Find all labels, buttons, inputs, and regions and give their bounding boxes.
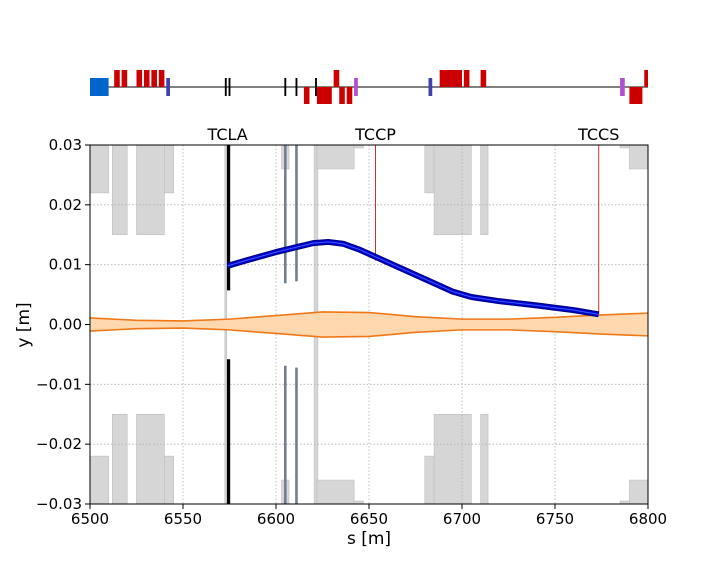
lattice-element [143,70,150,87]
x-tick-label: 6550 [164,510,202,528]
lattice-element [428,78,433,96]
lattice-element [315,78,317,96]
aperture-region-upper [433,144,472,236]
lattice-element [463,70,470,87]
lattice-element [480,70,487,87]
y-tick-label: −0.02 [36,435,82,453]
lattice-element [354,78,358,96]
aperture-region-upper [164,144,174,194]
aperture-region-upper [316,144,355,170]
aperture-region-upper [424,144,435,194]
aperture-region-lower [164,455,174,505]
aperture-region-lower [89,455,109,505]
beam-envelope-fill [90,311,648,338]
aperture-region-upper [313,144,319,325]
collimator-labels: TCLA TCCP TCCS [207,125,620,144]
y-tick-label: −0.03 [36,495,82,513]
collimator-label: TCCS [577,125,619,144]
collimator-label: TCLA [207,125,248,144]
aperture-region-lower [424,455,435,505]
lattice-element [295,78,298,96]
lattice-strip [90,70,648,104]
beam-envelope-upper [89,311,649,322]
y-tick-label: −0.01 [36,375,82,393]
y-tick-label: 0.03 [49,136,82,154]
lattice-element [158,70,165,87]
lattice-element [166,78,170,96]
lattice-element [333,70,340,87]
lattice-element [284,78,287,96]
y-tick-label: 0.01 [49,256,82,274]
aperture-region-lower [313,324,319,505]
channeled-beam-center [227,241,599,315]
x-tick-label: 6500 [71,510,109,528]
x-tick-label: 6750 [536,510,574,528]
lattice-element [90,78,109,96]
aperture-region-lower [112,413,128,505]
lattice-element [316,87,332,104]
aperture-region-upper [136,144,165,236]
x-tick-label: 6650 [350,510,388,528]
aperture-region-lower [433,413,472,505]
x-tick-label: 6800 [629,510,667,528]
beam-envelope-lower [89,327,649,338]
lattice-element [620,78,625,96]
y-tick-label: 0.02 [49,196,82,214]
lattice-element [439,70,462,87]
lattice-element [151,70,157,87]
aperture-region-upper [629,144,649,170]
lattice-element [303,87,310,104]
aperture-region-upper [480,144,489,236]
lattice-element [346,87,353,104]
lattice-element [224,78,227,96]
lattice-element [136,70,143,87]
aperture-region-upper [224,144,228,325]
lattice-element [114,70,120,87]
aperture-region-lower [480,413,489,505]
aperture-region-lower [316,479,355,505]
lattice-element [121,70,128,87]
lattice-element [228,78,231,96]
axes: 6500 6550 6600 6650 6700 6750 6800 −0.03 −0.02 −0… [36,136,667,528]
x-axis-label: s [m] [347,529,391,549]
lattice-element [629,87,643,104]
collimator-label: TCCP [354,125,396,144]
x-tick-label: 6700 [443,510,481,528]
lattice-element [644,70,648,87]
x-tick-label: 6600 [257,510,295,528]
aperture-region-lower [224,324,228,505]
aperture-region-upper [89,144,109,194]
aperture-region-upper [112,144,128,236]
aperture-region-lower [136,413,165,505]
y-tick-label: 0.00 [49,316,82,334]
aperture-region-lower [629,479,649,505]
y-axis-label: y [m] [14,302,34,347]
lattice-element [339,87,345,104]
plot-area [89,144,649,505]
channeled-beam-edge [226,238,600,318]
